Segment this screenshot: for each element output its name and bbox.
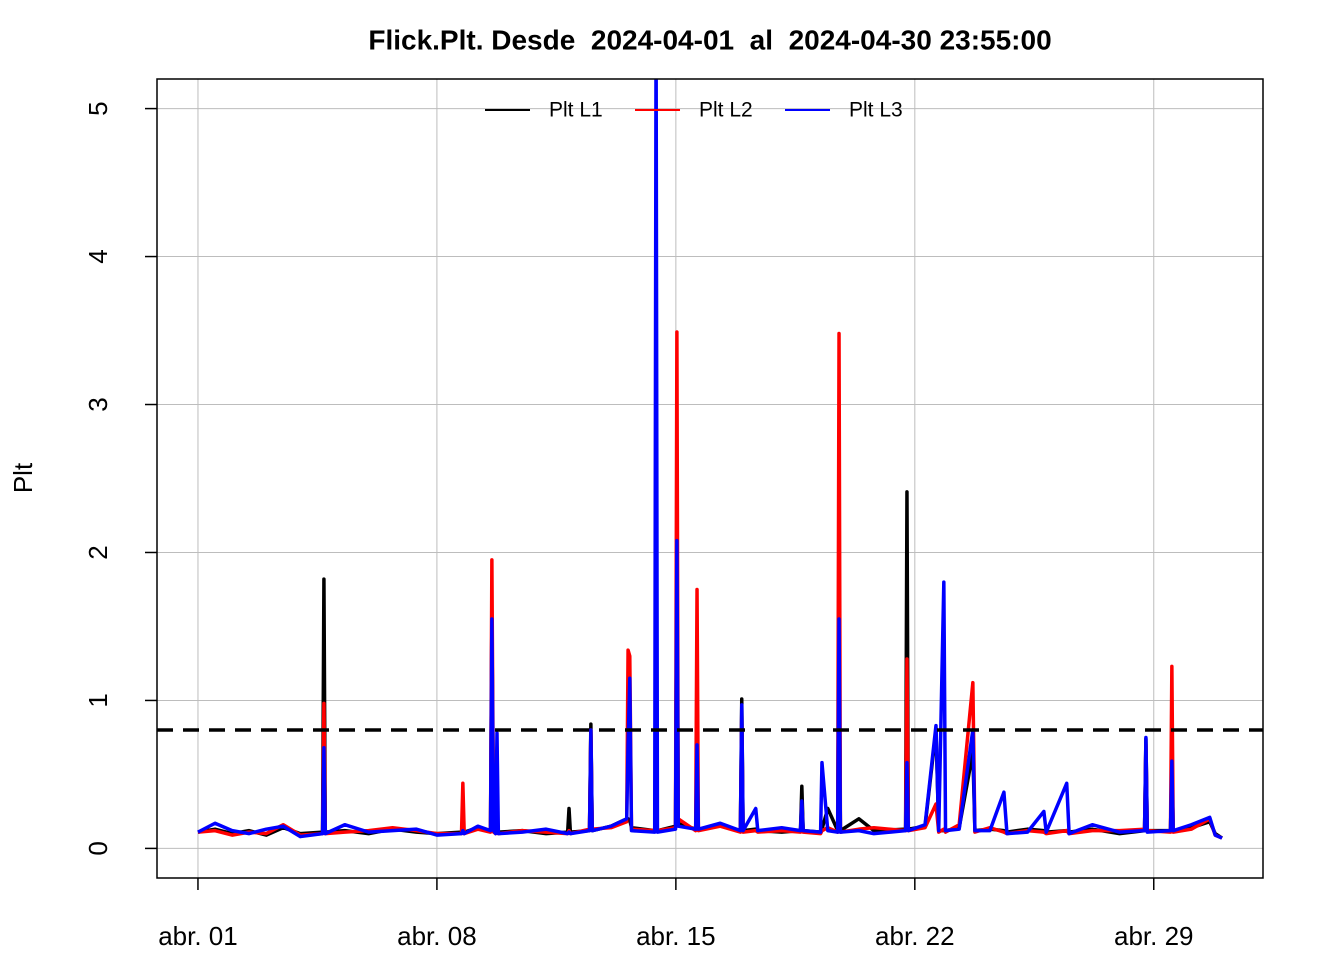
axes: abr. 01 abr. 08 abr. 15 abr. 22 abr. 29 0 1 2 3 4…: [83, 101, 1194, 951]
grid: [157, 79, 1263, 878]
legend-label: Plt L1: [549, 99, 603, 122]
y-tick-label: 0: [83, 841, 113, 855]
y-axis-label: Plt: [8, 462, 38, 493]
y-tick-label: 3: [83, 397, 113, 411]
x-tick-label: abr. 29: [1114, 921, 1194, 951]
chart-title: Flick.Plt. Desde 2024-04-01 al 2024-04-3…: [368, 24, 1051, 55]
y-tick-label: 2: [83, 545, 113, 559]
legend: Plt L1 Plt L2 Plt L3: [485, 99, 903, 122]
series-line: [197, 79, 1223, 840]
y-tick-label: 1: [83, 693, 113, 707]
y-tick-label: 4: [83, 249, 113, 263]
legend-label: Plt L3: [849, 99, 903, 122]
x-tick-label: abr. 22: [875, 921, 955, 951]
y-tick-label: 5: [83, 101, 113, 115]
x-tick-label: abr. 15: [636, 921, 716, 951]
x-tick-label: abr. 08: [397, 921, 477, 951]
plot-box: [156, 78, 1264, 879]
legend-label: Plt L2: [699, 99, 753, 122]
plot-lines: [157, 79, 1263, 840]
x-tick-label: abr. 01: [158, 921, 238, 951]
